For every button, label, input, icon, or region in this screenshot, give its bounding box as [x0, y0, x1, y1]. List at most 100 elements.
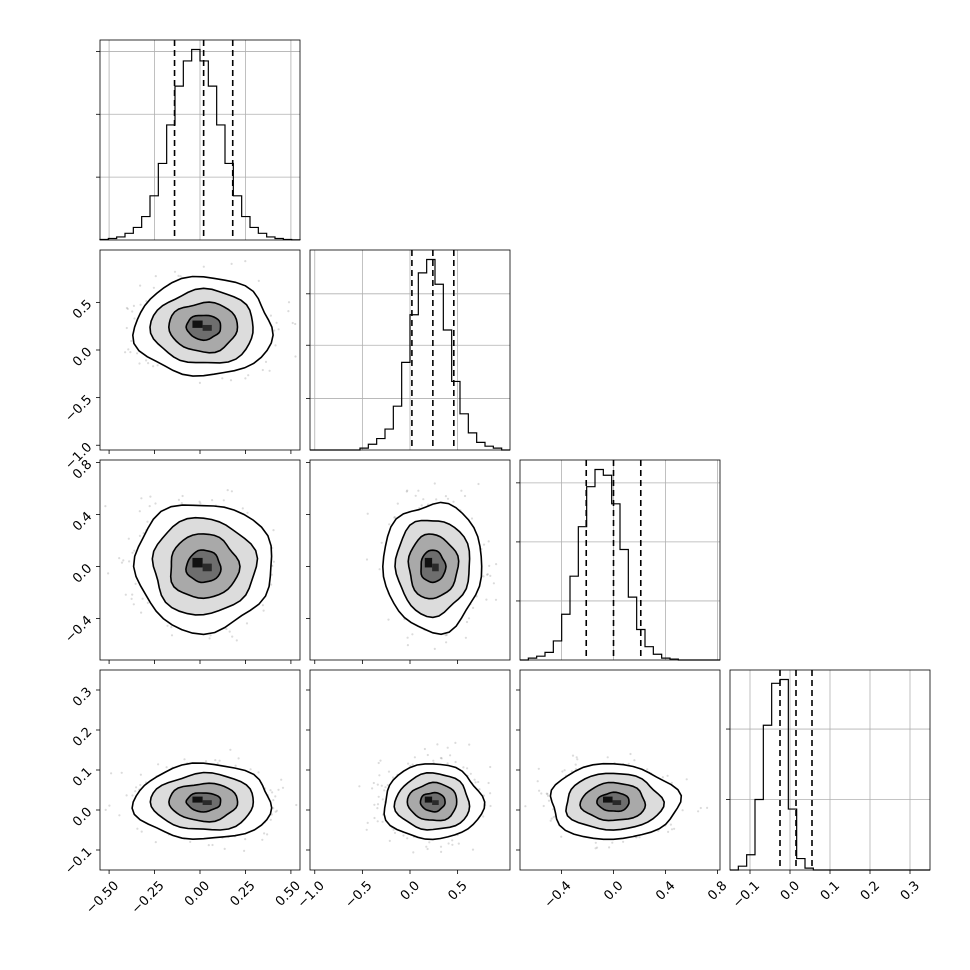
sample-point [135, 786, 138, 789]
sample-point [152, 286, 155, 289]
sample-point [673, 827, 676, 830]
sample-point [388, 839, 391, 843]
sample-point [145, 300, 148, 303]
sample-point [489, 765, 492, 769]
sample-point [452, 500, 455, 503]
sample-point [423, 747, 426, 751]
sample-point [295, 803, 298, 807]
contour-line [149, 287, 254, 364]
sample-point [189, 840, 192, 844]
contour-line [596, 791, 630, 813]
sample-point [274, 795, 277, 798]
contour-line [549, 762, 683, 841]
sample-point [134, 790, 137, 793]
sample-point [446, 497, 450, 500]
x-tick-label: −0.50 [83, 878, 122, 917]
sample-point [706, 806, 709, 810]
sample-point [472, 606, 475, 610]
sample-point [475, 595, 478, 598]
sample-point [406, 636, 409, 639]
sample-point [595, 846, 599, 849]
x-tick-label: 0.5 [445, 878, 470, 903]
sample-point [107, 572, 110, 575]
sample-point [270, 583, 273, 586]
sample-point [433, 482, 436, 485]
sample-point [454, 741, 457, 745]
sample-point [576, 758, 579, 761]
sample-point [381, 820, 384, 823]
y-tick-label: 0.5 [70, 297, 95, 322]
sample-point [444, 495, 447, 498]
sample-point [464, 636, 467, 639]
sample-point [384, 786, 387, 789]
sample-point [494, 598, 498, 601]
sample-point [417, 489, 420, 492]
contour-line [185, 792, 222, 813]
sample-point [218, 759, 221, 762]
sample-point [414, 494, 417, 497]
sample-point [234, 764, 237, 767]
sample-point [108, 804, 111, 807]
sample-point [157, 763, 160, 766]
sample-point [383, 789, 386, 792]
sample-point [436, 743, 439, 746]
sample-point [229, 379, 233, 382]
x-tick-label: 0.1 [818, 878, 843, 903]
sample-point [371, 787, 374, 790]
sample-point [198, 500, 201, 503]
contour-line [419, 791, 446, 813]
x-tick-label: −1.0 [295, 878, 328, 911]
density-peak [603, 796, 613, 803]
sample-point [269, 314, 272, 317]
contour-line [394, 519, 471, 619]
sample-point [406, 837, 409, 840]
sample-point [378, 774, 381, 777]
sample-point [482, 575, 485, 578]
sample-point [228, 630, 231, 633]
sample-point [477, 780, 480, 784]
sample-point [207, 844, 210, 847]
sample-point [473, 778, 476, 781]
sample-point [241, 507, 244, 510]
contour-line [169, 533, 241, 600]
sample-point [470, 517, 474, 520]
sample-point [574, 763, 577, 766]
sample-point [274, 344, 277, 347]
sample-point [199, 502, 202, 505]
sample-point [134, 582, 137, 586]
sample-point [231, 635, 234, 638]
sample-point [489, 574, 492, 578]
sample-point [633, 759, 636, 762]
sample-point [154, 841, 157, 844]
sample-point [165, 766, 168, 769]
sample-point [245, 622, 249, 625]
sample-point [271, 791, 274, 794]
sample-point [177, 498, 180, 501]
sample-point [376, 783, 379, 786]
sample-point [110, 772, 113, 775]
x-tick-label: −0.4 [542, 878, 575, 911]
sample-point [449, 754, 452, 757]
y-tick-label: −0.4 [62, 613, 95, 646]
sample-point [463, 494, 467, 498]
sample-point [552, 816, 555, 819]
plot-area [520, 460, 720, 660]
sample-point [183, 758, 186, 761]
sample-point [699, 806, 702, 810]
sample-point [495, 563, 498, 566]
y-tick-label: 0.3 [70, 685, 95, 710]
sample-point [166, 624, 169, 627]
sample-point [262, 609, 265, 612]
sample-point [575, 756, 578, 759]
sample-point [606, 756, 609, 759]
sample-point [393, 516, 396, 519]
contour-line [151, 516, 259, 616]
sample-point [426, 847, 429, 851]
y-tick-label: 0.4 [70, 509, 95, 534]
sample-point [136, 352, 139, 355]
x-tick-label: 0.3 [898, 878, 923, 903]
sample-point [546, 792, 549, 796]
sample-point [380, 541, 383, 544]
x-tick-label: −0.5 [342, 878, 375, 911]
